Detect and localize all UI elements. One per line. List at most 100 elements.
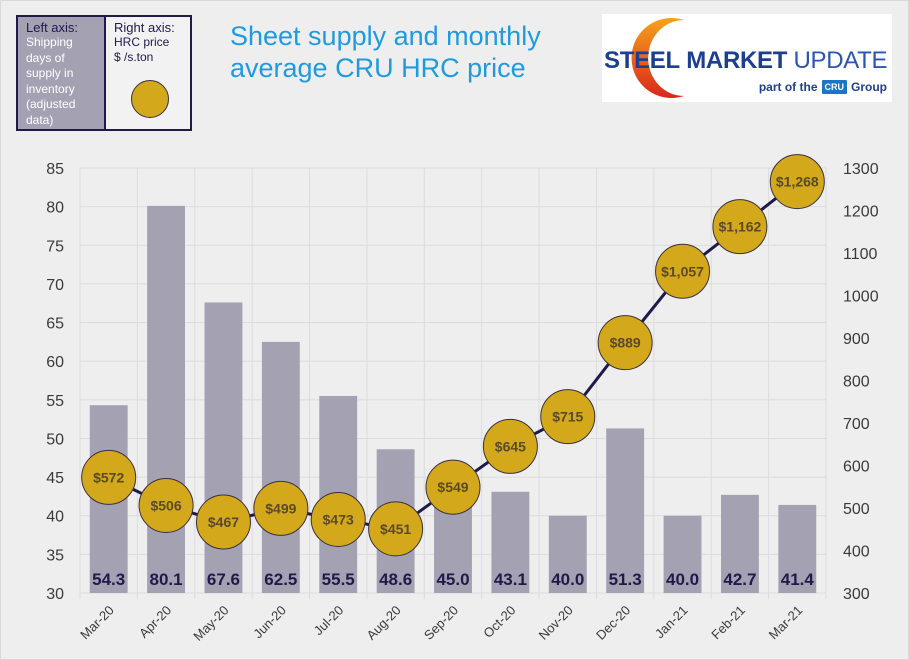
price-value-label: $499 <box>265 500 296 516</box>
axis-legend: Left axis: Shipping days of supply in in… <box>16 15 192 131</box>
bar <box>720 494 759 593</box>
logo-tagline-prefix: part of the <box>758 80 818 94</box>
bar-value-label: 43.1 <box>494 570 527 589</box>
price-marker <box>138 477 194 533</box>
price-marker <box>597 315 653 371</box>
x-axis-tick-label: Nov-20 <box>536 603 576 643</box>
steel-market-update-logo: STEEL MARKET UPDATE part of the CRU Grou… <box>602 14 892 102</box>
logo-tagline-suffix: Group <box>851 80 887 94</box>
price-marker <box>310 491 366 547</box>
price-marker <box>482 418 538 474</box>
price-value-label: $473 <box>323 511 354 527</box>
cru-badge-icon: CRU <box>821 80 847 94</box>
bar-labels: 54.3 80.1 67.6 62.5 55.5 48.6 45.0 43.1 40.0 51.3… <box>92 570 814 589</box>
price-value-label: $467 <box>208 514 239 530</box>
left-axis-tick-label: 60 <box>46 354 64 371</box>
x-axis-tick-label: Apr-20 <box>136 603 174 641</box>
price-marker <box>425 459 481 515</box>
legend-right-line: $ /s.ton <box>114 50 154 64</box>
logo-word-market: MARKET <box>686 47 788 74</box>
price-marker <box>712 199 768 255</box>
left-axis-ticks: 30 35 40 45 50 55 60 65 70 75 80 85 <box>46 161 64 603</box>
x-axis-tick-label: May-20 <box>190 603 231 644</box>
price-marker <box>253 480 309 536</box>
price-value-label: $506 <box>150 497 181 513</box>
x-axis-tick-label: Aug-20 <box>363 603 403 643</box>
bar <box>147 205 186 593</box>
legend-right-heading: Right axis: <box>114 20 175 35</box>
legend-left-line: inventory <box>26 81 75 96</box>
legend-left-line: data) <box>26 112 54 127</box>
left-axis-tick-label: 30 <box>46 586 64 603</box>
price-marker <box>540 389 596 445</box>
price-value-label: $1,162 <box>719 219 762 235</box>
x-axis-tick-label: Feb-21 <box>708 603 748 643</box>
price-marker <box>655 243 711 299</box>
bar <box>491 491 530 593</box>
legend-left-line: (adjusted <box>26 97 76 111</box>
bar-value-label: 42.7 <box>723 570 756 589</box>
logo-wordmark: STEEL MARKET UPDATE <box>604 47 888 75</box>
bar-value-label: 67.6 <box>207 570 240 589</box>
bar <box>548 515 587 593</box>
right-axis-tick-label: 400 <box>843 544 870 561</box>
price-marker <box>81 449 137 505</box>
bar <box>778 504 817 593</box>
price-marker <box>195 494 251 550</box>
bar <box>663 515 702 593</box>
legend-left-line: supply in <box>26 66 74 80</box>
logo-word-update: UPDATE <box>793 47 888 74</box>
left-axis-tick-label: 75 <box>46 238 64 255</box>
price-markers: $572 $506 $467 $499 $473 $451 $549 $645 $715 $889… <box>81 154 825 557</box>
price-marker <box>769 154 825 210</box>
right-axis-tick-label: 1200 <box>843 204 879 221</box>
x-axis-tick-label: Dec-20 <box>593 603 633 643</box>
logo-word-steel: STEEL <box>604 47 680 74</box>
price-marker <box>368 501 424 557</box>
bar-value-label: 40.0 <box>666 570 699 589</box>
x-axis-tick-label: Jul-20 <box>311 603 347 639</box>
bar-value-label: 54.3 <box>92 570 125 589</box>
right-axis-tick-label: 700 <box>843 416 870 433</box>
right-axis-tick-label: 500 <box>843 501 870 518</box>
price-value-label: $645 <box>495 438 526 454</box>
right-axis-tick-label: 900 <box>843 331 870 348</box>
bar-value-label: 55.5 <box>322 570 355 589</box>
logo-tagline: part of the CRU Group <box>759 80 887 94</box>
right-axis-tick-label: 1100 <box>843 246 878 263</box>
right-axis-tick-label: 300 <box>843 586 870 603</box>
x-axis-tick-label: Jun-20 <box>250 603 289 642</box>
left-axis-tick-label: 55 <box>46 393 64 410</box>
right-axis-tick-label: 600 <box>843 459 870 476</box>
x-axis-tick-label: Oct-20 <box>480 603 518 641</box>
bar <box>606 428 645 593</box>
bar-value-label: 40.0 <box>551 570 584 589</box>
bar-value-label: 80.1 <box>150 570 183 589</box>
x-axis-tick-label: Sep-20 <box>421 603 461 643</box>
chart-title-line: average CRU HRC price <box>230 53 526 83</box>
left-axis-tick-label: 50 <box>46 431 64 448</box>
bar <box>261 341 300 593</box>
legend-left-line: Shipping <box>26 35 73 49</box>
left-axis-tick-label: 40 <box>46 509 64 526</box>
price-value-label: $549 <box>437 479 468 495</box>
left-axis-tick-label: 85 <box>46 161 64 178</box>
x-axis-ticks: Mar-20 Apr-20 May-20 Jun-20 Jul-20 Aug-20 Sep-… <box>77 603 805 644</box>
bar-value-label: 45.0 <box>436 570 469 589</box>
legend-right-line: HRC price <box>114 35 170 49</box>
price-value-label: $715 <box>552 409 583 425</box>
price-value-label: $1,057 <box>661 263 704 279</box>
left-axis-tick-label: 80 <box>46 200 64 217</box>
bar-value-label: 51.3 <box>609 570 642 589</box>
legend-left-axis: Left axis: Shipping days of supply in in… <box>18 17 106 129</box>
x-axis-tick-label: Mar-20 <box>77 603 117 643</box>
legend-price-marker-icon <box>131 80 169 118</box>
left-axis-tick-label: 65 <box>46 316 64 333</box>
legend-right-axis: Right axis: HRC price $ /s.ton <box>106 17 190 129</box>
right-axis-tick-label: 1300 <box>843 161 879 178</box>
chart-title-line: Sheet supply and monthly <box>230 21 541 51</box>
chart-title: Sheet supply and monthly average CRU HRC… <box>230 20 590 84</box>
price-value-label: $572 <box>93 469 124 485</box>
logo-arc-icon <box>631 17 684 98</box>
